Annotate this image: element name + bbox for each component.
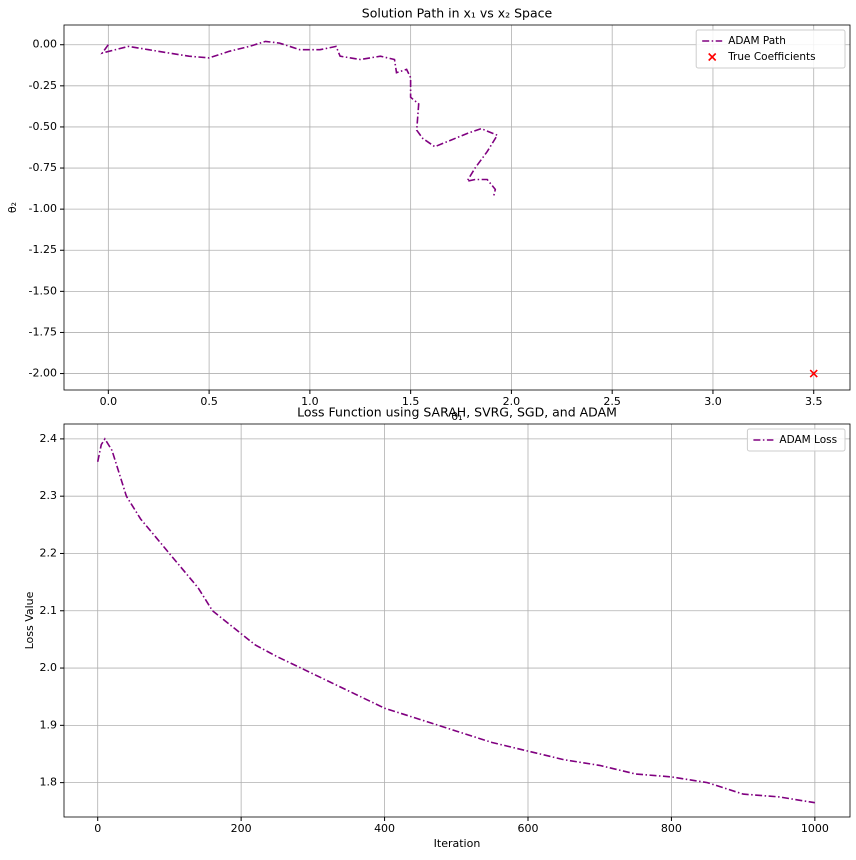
subplot: Solution Path in x₁ vs x₂ Space 0.0 0.5 1.0… bbox=[6, 6, 851, 423]
x-tick-label: 1.5 bbox=[402, 395, 420, 408]
legend-label: ADAM Path bbox=[728, 35, 786, 47]
y-tick-label: 1.9 bbox=[40, 718, 58, 731]
y-tick-label: -0.50 bbox=[29, 120, 57, 133]
legend-marker bbox=[708, 52, 717, 62]
y-tick-label: 2.3 bbox=[40, 489, 58, 502]
x-axis-label: Iteration bbox=[434, 837, 481, 850]
legend-label: True Coefficients bbox=[727, 51, 815, 63]
y-tick-label: -1.00 bbox=[29, 202, 57, 215]
chart-title: Loss Function using SARAH, SVRG, SGD, an… bbox=[297, 405, 617, 420]
x-tick-label: 0 bbox=[94, 822, 101, 835]
y-tick-label: 1.8 bbox=[40, 776, 58, 789]
x-axis-label: θ₁ bbox=[451, 410, 462, 423]
y-tick-label: 2.0 bbox=[40, 661, 58, 674]
x-tick-label: 600 bbox=[517, 822, 538, 835]
chart-title: Solution Path in x₁ vs x₂ Space bbox=[362, 6, 553, 21]
plot-frame bbox=[63, 24, 851, 391]
legend: ADAM Loss bbox=[746, 428, 846, 452]
x-tick-label: 1000 bbox=[801, 822, 829, 835]
x-tick-label: 2.0 bbox=[503, 395, 521, 408]
legend-box bbox=[746, 428, 846, 452]
x-tick-label: 3.0 bbox=[704, 395, 722, 408]
y-axis-label: Loss Value bbox=[23, 591, 36, 649]
x-tick-label: 3.5 bbox=[805, 395, 823, 408]
y-tick-label: -2.00 bbox=[29, 367, 57, 380]
x-tick-label: 1.0 bbox=[301, 395, 319, 408]
y-tick-label: 2.1 bbox=[40, 604, 58, 617]
y-tick-label: -0.25 bbox=[29, 79, 57, 92]
y-tick-label: -1.50 bbox=[29, 284, 57, 297]
x-tick-label: 0.5 bbox=[200, 395, 218, 408]
y-tick-label: -1.75 bbox=[29, 325, 57, 338]
y-tick-label: -1.25 bbox=[29, 243, 57, 256]
x-tick-label: 0.0 bbox=[100, 395, 118, 408]
y-tick-label: -0.75 bbox=[29, 161, 57, 174]
legend: ADAM Path True Coefficients bbox=[695, 29, 846, 69]
subplot: Loss Function using SARAH, SVRG, SGD, an… bbox=[23, 405, 851, 850]
y-tick-label: 2.2 bbox=[40, 546, 58, 559]
data-line bbox=[96, 437, 816, 804]
scatter-point bbox=[809, 369, 818, 378]
data-line bbox=[100, 40, 499, 198]
x-tick-label: 400 bbox=[374, 822, 395, 835]
plot-frame bbox=[63, 423, 851, 818]
x-tick-label: 200 bbox=[231, 822, 252, 835]
x-tick-label: 800 bbox=[661, 822, 682, 835]
y-axis-label: θ₂ bbox=[6, 202, 19, 213]
legend-box bbox=[695, 29, 846, 69]
legend-label: ADAM Loss bbox=[779, 434, 837, 446]
y-tick-label: 0.00 bbox=[33, 38, 58, 51]
x-tick-label: 2.5 bbox=[603, 395, 621, 408]
y-tick-label: 2.4 bbox=[40, 432, 58, 445]
